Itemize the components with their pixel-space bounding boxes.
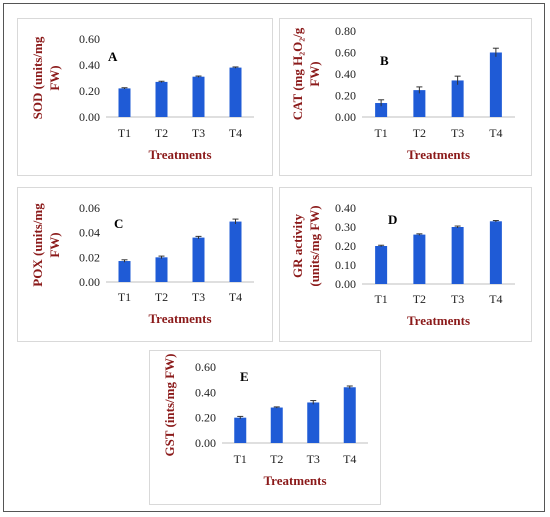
y-tick-label: 0.30 (335, 220, 356, 234)
y-tick-label: 0.02 (79, 250, 100, 264)
y-axis-title: FW) (47, 65, 62, 90)
y-tick-label: 0.20 (195, 411, 216, 425)
panel-letter: A (108, 49, 118, 64)
y-tick-label: 0.00 (195, 436, 216, 450)
y-axis-title: SOD (units/mg (30, 36, 45, 119)
y-tick-label: 0.04 (79, 226, 100, 240)
x-tick-label: T2 (413, 292, 426, 306)
x-tick-label: T2 (155, 290, 168, 304)
bar (489, 52, 502, 117)
bar (118, 261, 131, 282)
y-tick-label: 0.20 (335, 89, 356, 103)
bar (451, 227, 464, 284)
y-tick-label: 0.80 (335, 24, 356, 38)
y-tick-label: 0.10 (335, 258, 356, 272)
x-tick-label: T3 (192, 126, 205, 140)
bar (155, 81, 168, 117)
x-tick-label: T3 (307, 452, 320, 466)
y-tick-label: 0.60 (79, 32, 100, 46)
x-axis-title: Treatments (407, 313, 470, 328)
y-tick-label: 0.00 (335, 277, 356, 291)
x-axis-title: Treatments (407, 147, 470, 162)
y-axis-title: FW) (47, 232, 62, 257)
chart-svg: 0.00 0.20 0.40 0.60 0.80 T1 T2 T3 T4 B Treatments C… (290, 24, 515, 162)
bar (307, 402, 320, 443)
x-axis-title: Treatments (263, 473, 326, 488)
panel-letter: C (114, 216, 123, 231)
panel-d: 0.00 0.10 0.20 0.30 0.40 T1 T2 T3 T4 D Treatments G… (279, 187, 532, 342)
x-tick-label: T1 (234, 452, 247, 466)
y-tick-label: 0.40 (195, 385, 216, 399)
bar (192, 237, 205, 282)
x-tick-label: T1 (118, 126, 131, 140)
panel-letter: E (240, 369, 249, 384)
bar (489, 221, 502, 284)
bar (375, 103, 388, 117)
bar (234, 417, 247, 443)
x-tick-label: T4 (229, 126, 242, 140)
panel-c: 0.00 0.02 0.04 0.06 T1 T2 T3 T4 C Treatments POX (… (17, 187, 273, 342)
panel-b: 0.00 0.20 0.40 0.60 0.80 T1 T2 T3 T4 B Treatments C… (279, 18, 532, 176)
y-tick-label: 0.06 (79, 201, 100, 215)
panel-a: 0.00 0.20 0.40 0.60 T1 T2 T3 T4 A Treatments SOD (… (17, 18, 273, 176)
bar (229, 67, 242, 117)
y-tick-label: 0.60 (195, 360, 216, 374)
figure-frame: 0.00 0.20 0.40 0.60 T1 T2 T3 T4 A Treatments SOD (… (3, 3, 545, 512)
bar (229, 221, 242, 282)
chart-svg: 0.00 0.02 0.04 0.06 T1 T2 T3 T4 C Treatments POX (… (30, 201, 254, 326)
x-tick-label: T1 (374, 126, 387, 140)
x-tick-label: T4 (489, 292, 502, 306)
panel-letter: D (388, 212, 397, 227)
x-tick-label: T2 (155, 126, 168, 140)
y-axis-title: CAT (mg H₂O₂/g (290, 27, 305, 120)
x-axis-title: Treatments (148, 147, 211, 162)
bar (118, 88, 131, 117)
x-tick-label: T3 (192, 290, 205, 304)
bar (375, 246, 388, 284)
chart-svg: 0.00 0.20 0.40 0.60 T1 T2 T3 T4 E Treatments GST (… (162, 353, 368, 488)
panel-e: 0.00 0.20 0.40 0.60 T1 T2 T3 T4 E Treatments GST (… (149, 350, 381, 505)
y-tick-label: 0.00 (79, 110, 100, 124)
y-tick-label: 0.20 (335, 239, 356, 253)
y-tick-label: 0.40 (79, 58, 100, 72)
x-tick-label: T4 (229, 290, 242, 304)
y-tick-label: 0.00 (335, 110, 356, 124)
y-tick-label: 0.60 (335, 46, 356, 60)
y-tick-label: 0.00 (79, 275, 100, 289)
y-axis-title: GST (ints/mg FW) (162, 353, 177, 456)
x-tick-label: T2 (413, 126, 426, 140)
y-axis-title: FW) (307, 61, 322, 86)
chart-svg: 0.00 0.10 0.20 0.30 0.40 T1 T2 T3 T4 D Treatments G… (290, 201, 515, 328)
bar (413, 234, 426, 284)
bar (343, 387, 356, 443)
panel-letter: B (380, 53, 389, 68)
bar (413, 90, 426, 117)
bar (155, 257, 168, 282)
y-tick-label: 0.40 (335, 67, 356, 81)
x-tick-label: T3 (451, 292, 464, 306)
x-axis-title: Treatments (148, 311, 211, 326)
bar (451, 80, 464, 117)
y-axis-title: (units/mg FW) (307, 205, 322, 286)
y-tick-label: 0.40 (335, 201, 356, 215)
y-tick-label: 0.20 (79, 84, 100, 98)
bar (192, 76, 205, 117)
x-tick-label: T4 (489, 126, 502, 140)
y-axis-title: GR activity (290, 214, 305, 278)
x-tick-label: T1 (374, 292, 387, 306)
x-tick-label: T1 (118, 290, 131, 304)
x-tick-label: T4 (343, 452, 356, 466)
x-tick-label: T2 (270, 452, 283, 466)
chart-svg: 0.00 0.20 0.40 0.60 T1 T2 T3 T4 A Treatments SOD (… (30, 32, 254, 162)
y-axis-title: POX (units/mg (30, 203, 45, 287)
bar (270, 407, 283, 443)
x-tick-label: T3 (451, 126, 464, 140)
